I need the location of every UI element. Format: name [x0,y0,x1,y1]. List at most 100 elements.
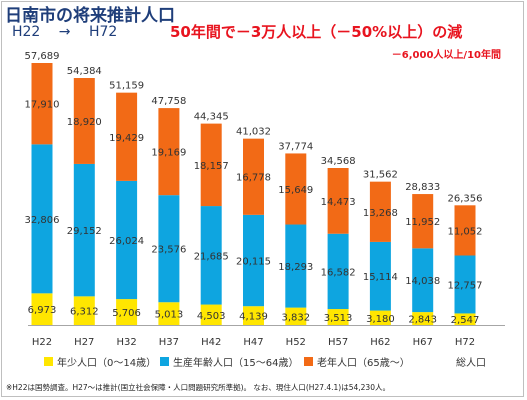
total-label-h67: 28,833 [405,182,440,193]
value-label-2-h32: 19,429 [109,133,144,144]
total-label-h32: 51,159 [109,81,144,92]
category-label-h42: H42 [201,337,221,348]
bar-segment-1-h42 [200,206,222,305]
bar-segment-0-h42 [200,304,222,325]
value-label-0-h62: 3,180 [366,314,395,325]
bar-segment-0-h67 [412,312,434,325]
bar-segment-2-h27 [73,78,95,164]
value-label-1-h32: 26,024 [109,236,144,247]
category-label-h47: H47 [243,337,263,348]
page-title: 日南市の将来推計人口 [5,6,175,26]
bar-segment-1-h47 [243,214,264,307]
bar-segment-0-h22 [31,293,53,325]
bar-segment-0-h27 [73,296,95,325]
bar-segment-0-h32 [116,299,138,325]
total-label-h72: 26,356 [448,193,483,204]
bar-segment-1-h67 [412,248,434,313]
legend-label-0: 年少人口（0～14歳） [57,356,156,369]
bar-segment-0-h52 [285,307,307,325]
bar-segment-1-h37 [158,195,180,303]
value-label-1-h47: 20,115 [236,257,271,268]
total-label-h22: 57,689 [25,51,60,62]
bar-segment-2-h72 [454,205,476,256]
bar-segment-2-h47 [243,138,264,215]
value-label-0-h37: 5,013 [155,310,184,321]
bar-segment-1-h72 [454,255,476,314]
category-label-h62: H62 [370,337,390,348]
total-label-h52: 37,774 [278,141,313,152]
value-label-0-h52: 3,832 [281,312,310,323]
value-label-2-h62: 13,268 [363,208,398,219]
total-label-h42: 44,345 [194,112,229,123]
value-label-0-h32: 5,706 [112,308,141,319]
bar-segment-2-h57 [327,168,349,234]
value-label-2-h72: 11,052 [448,226,483,237]
category-label-h37: H37 [159,337,179,348]
value-label-1-h22: 32,806 [25,215,60,226]
bar-segment-2-h52 [285,153,307,225]
value-label-1-h62: 15,114 [363,272,398,283]
bar-segment-1-h52 [285,224,307,308]
legend-swatch-1 [160,357,169,366]
value-label-1-h52: 18,293 [278,262,313,273]
category-label-h57: H57 [328,337,348,348]
value-label-0-h47: 4,139 [239,312,268,323]
legend-label-1: 生産年齢人口（15～64歳） [173,356,298,369]
value-label-2-h27: 18,920 [67,117,102,128]
value-label-2-h22: 17,910 [25,100,60,111]
total-label-h57: 34,568 [321,156,356,167]
value-label-1-h37: 23,576 [151,245,186,256]
legend-label-total: 総人口 [456,356,486,369]
value-label-1-h72: 12,757 [448,280,483,291]
value-label-2-h37: 19,169 [151,148,186,159]
legend-label-2: 老年人口（65歳～） [317,356,410,369]
value-label-2-h52: 15,649 [278,185,313,196]
subline: －6,000人以上/10年間 [391,50,501,61]
bar-segment-0-h72 [454,313,476,325]
value-label-2-h67: 11,952 [405,217,440,228]
total-label-h27: 54,384 [67,66,102,77]
bar-segment-2-h42 [200,123,222,207]
range-to: H72 [88,24,118,40]
bar-segment-0-h37 [158,302,180,325]
value-label-1-h67: 14,038 [405,276,440,287]
bar-segment-0-h47 [243,306,264,325]
value-label-0-h42: 4,503 [197,311,226,322]
value-label-0-h57: 3,513 [324,313,353,324]
legend-swatch-2 [304,357,313,366]
range-from: H22 [12,24,41,40]
value-label-0-h27: 6,312 [70,307,99,318]
headline: 50年間で－3万人以上（－50%以上）の減 [170,23,463,41]
bar-segment-0-h62 [369,310,391,325]
value-label-0-h72: 2,547 [451,315,480,326]
category-label-h22: H22 [32,337,52,348]
category-label-h67: H67 [413,337,433,348]
value-label-2-h57: 14,473 [321,197,356,208]
bar-segment-2-h67 [412,194,434,249]
value-label-1-h27: 29,152 [67,226,102,237]
value-label-0-h22: 6,973 [28,305,57,316]
bar-segment-1-h22 [31,144,53,294]
category-label-h52: H52 [286,337,306,348]
bar-segment-1-h32 [116,180,138,300]
category-label-h72: H72 [455,337,475,348]
value-label-2-h42: 18,157 [194,161,229,172]
bar-segment-0-h57 [327,309,349,325]
legend-swatch-0 [44,357,53,366]
bar-segment-2-h22 [31,63,53,145]
category-label-h27: H27 [74,337,94,348]
footnote: ※H22は国勢調査。H27～は推計(国立社会保障・人口問題研究所準拠)。 なお、… [6,383,390,392]
bar-segment-2-h32 [116,92,138,181]
bar-segment-1-h57 [327,233,349,310]
value-label-1-h57: 16,582 [321,267,356,278]
value-label-1-h42: 21,685 [194,251,229,262]
bar-segment-2-h37 [158,108,180,196]
value-label-0-h67: 2,843 [408,315,437,326]
bar-segment-1-h27 [73,163,95,297]
total-label-h37: 47,758 [151,96,186,107]
category-label-h32: H32 [116,337,136,348]
bar-segment-2-h62 [369,181,391,242]
period-range: H22 → H72 [12,24,117,40]
total-label-h47: 41,032 [236,127,271,138]
